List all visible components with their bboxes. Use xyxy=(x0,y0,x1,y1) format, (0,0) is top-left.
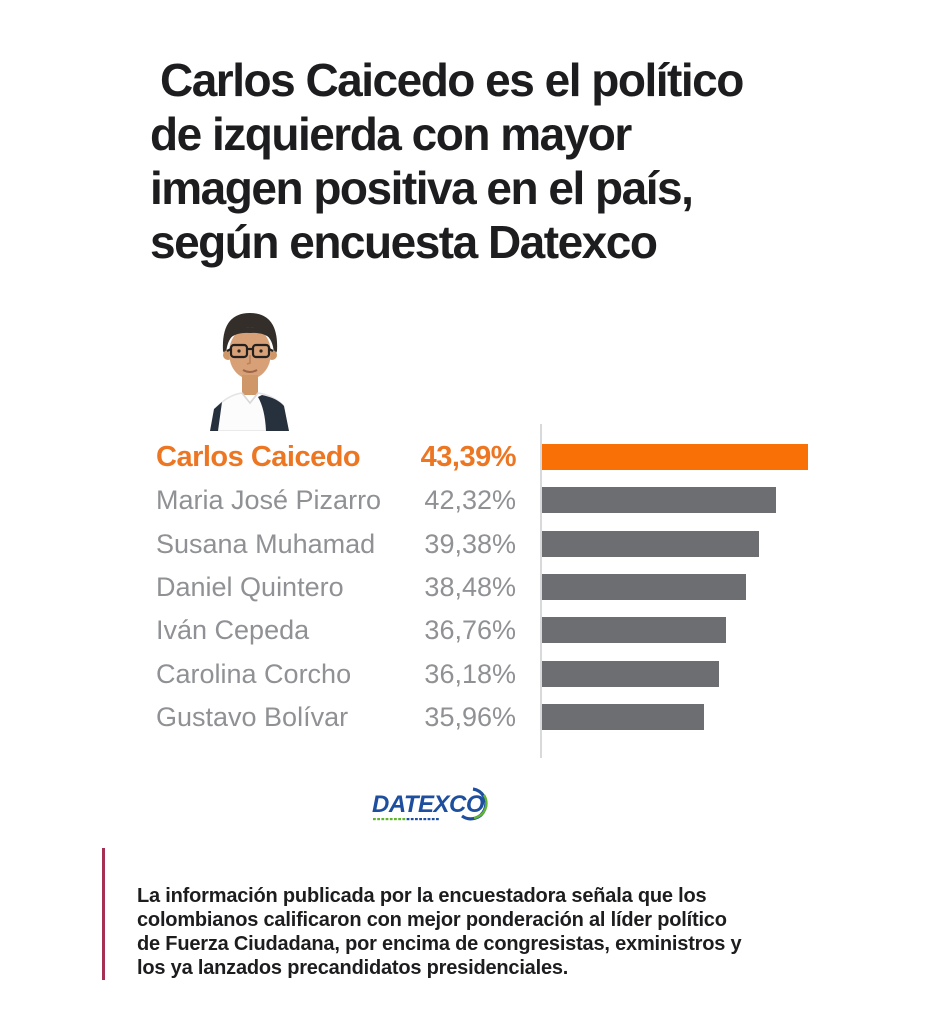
chart-row: Carolina Corcho 36,18% xyxy=(0,655,943,693)
footer-accent-rule xyxy=(102,848,105,980)
collar xyxy=(241,392,259,405)
politician-name: Gustavo Bolívar xyxy=(156,701,349,732)
bar xyxy=(542,530,759,557)
politician-name: Daniel Quintero xyxy=(156,571,344,602)
chart-axis-line xyxy=(540,424,542,758)
hair xyxy=(222,313,278,357)
nose xyxy=(246,355,251,365)
politician-name: Carolina Corcho xyxy=(156,658,352,689)
carlos-caicedo-photo xyxy=(210,313,289,431)
bar xyxy=(542,660,719,687)
politician-name: Carlos Caicedo xyxy=(156,441,361,473)
chart-row: Gustavo Bolívar 35,96% xyxy=(0,698,943,736)
bar xyxy=(542,487,776,514)
politician-name: Susana Muhamad xyxy=(156,528,376,559)
percentage-value: 43,39% xyxy=(420,441,517,473)
blazer-left xyxy=(210,402,222,431)
datexco-logo-text: DATEXCO xyxy=(372,791,485,818)
politician-name: Maria José Pizarro xyxy=(156,485,382,516)
neck xyxy=(242,375,258,395)
chart-row: Iván Cepeda 36,76% xyxy=(0,611,943,649)
face xyxy=(229,327,271,379)
mouth xyxy=(242,369,258,373)
hair-front xyxy=(229,327,271,339)
logo-tagline-dashes xyxy=(373,818,439,821)
percentage-value: 38,48% xyxy=(424,571,516,602)
percentage-value: 36,18% xyxy=(424,658,516,689)
bar xyxy=(542,444,808,470)
chart-row: Daniel Quintero 38,48% xyxy=(0,568,943,606)
eye xyxy=(237,349,241,353)
chart-row: Maria José Pizarro 42,32% xyxy=(0,481,943,519)
chart-row: Susana Muhamad 39,38% xyxy=(0,525,943,563)
headline: Carlos Caicedo es el político de izquier… xyxy=(150,53,744,268)
bar xyxy=(542,573,746,600)
bar xyxy=(542,617,726,644)
eye xyxy=(259,349,263,353)
datexco-logo: DATEXCO xyxy=(372,787,488,821)
percentage-value: 35,96% xyxy=(424,701,516,732)
bar xyxy=(542,703,704,730)
glasses-icon xyxy=(226,343,274,359)
percentage-value: 36,76% xyxy=(424,615,516,646)
blazer-right xyxy=(258,395,289,431)
percentage-value: 42,32% xyxy=(424,485,516,516)
logo-swoosh-icon xyxy=(461,787,488,821)
politician-name: Iván Cepeda xyxy=(156,615,310,646)
footer-paragraph: La información publicada por la encuesta… xyxy=(137,885,742,979)
chart-row: Carlos Caicedo 43,39% xyxy=(0,438,943,476)
percentage-value: 39,38% xyxy=(424,528,516,559)
